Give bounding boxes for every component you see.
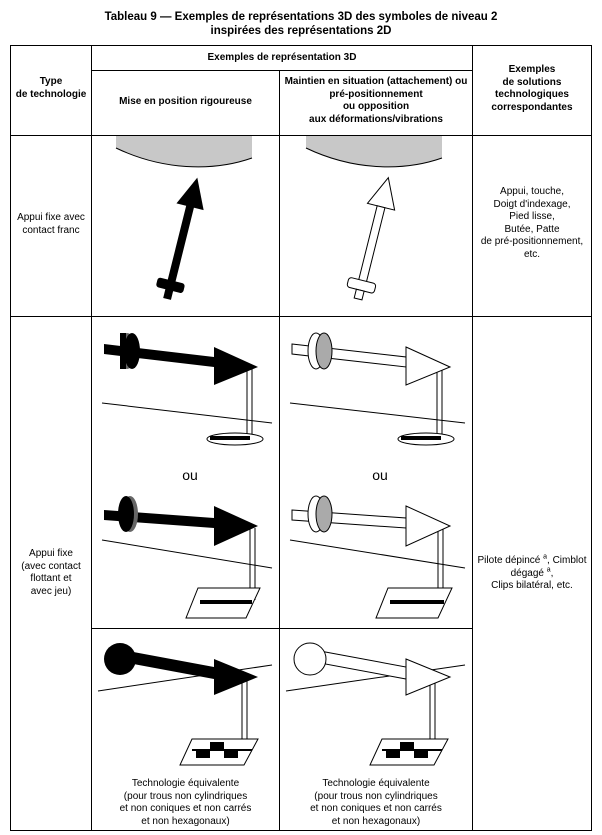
table-title-line2: inspirées des représentations 2D (210, 25, 392, 37)
equiv-right-line3: et non coniques et non carrés (310, 803, 442, 814)
header-solutions-line1: Exemples (508, 64, 556, 75)
header-solutions-line4: correspondantes (491, 101, 573, 113)
row1-solutions: Appui, touche, Doigt d'indexage, Pied li… (473, 186, 591, 261)
row2-type: Appui fixe (avec contact flottant et ave… (12, 548, 90, 598)
row2-sol-line1: Pilote dépincé a, Cimblot (473, 553, 591, 568)
header-col-maintain-line4: aux déformations/vibrations (309, 113, 443, 125)
fig-pin-hollow-1 (289, 332, 466, 446)
header-type-line1: Type (39, 76, 63, 87)
row1-sol-line4: Butée, Patte (504, 223, 560, 235)
row2-type-line1: Appui fixe (29, 548, 73, 559)
fig-pin-hollow-2 (289, 495, 466, 619)
row1-sol-line1: Appui, touche, (500, 186, 564, 197)
fig-support-solid (115, 136, 253, 300)
header-type-line2: de technologie (15, 88, 87, 100)
header-col-maintain-line3: ou opposition (342, 101, 410, 112)
table-title: Tableau 9 — Exemples de représentations … (0, 10, 602, 38)
equiv-left-line3: et non coniques et non carrés (119, 803, 252, 814)
fig-pin-solid-2 (101, 496, 273, 619)
header-examples-3d: Exemples de représentation 3D (207, 52, 357, 63)
row1-sol-line6: etc. (523, 248, 541, 260)
row2-sol-line1a: Pilote dépincé (477, 555, 544, 566)
table-title-line1: Tableau 9 — Exemples de représentations … (104, 11, 498, 23)
fig-pin-solid-1 (101, 333, 273, 446)
equiv-left-line2: (pour trous non cylindriques (123, 790, 248, 802)
row1-type: Appui fixe avec contact franc (12, 212, 90, 237)
equiv-right-line1: Technologie équivalente (322, 778, 430, 789)
equiv-right-line4: et non hexagonaux) (331, 815, 421, 827)
row2-type-line4: avec jeu) (30, 585, 72, 597)
row1-sol-line2: Doigt d'indexage, (493, 198, 571, 210)
fig-ball-hollow (285, 642, 466, 766)
row1-sol-line3: Pied lisse, (509, 211, 555, 222)
equiv-left-line1: Technologie équivalente (131, 778, 240, 789)
row2-sol-line2: dégagé a, (510, 566, 554, 579)
fig-support-hollow (305, 136, 443, 301)
row2-sol-line1b: , Cimblot (547, 555, 587, 566)
header-col-maintain-line2: pré-positionnement (329, 88, 423, 100)
footnote-marker: a (543, 553, 548, 561)
equiv-left-line4: et non hexagonaux) (141, 815, 230, 827)
equiv-left: Technologie équivalente (pour trous non … (92, 778, 279, 828)
row2-type-line2: (avec contact (21, 560, 81, 572)
header-col-rigorous: Mise en position rigoureuse (119, 96, 252, 107)
header-type: Type de technologie (12, 76, 90, 101)
footnote-marker: a (546, 566, 551, 574)
row2-type-line3: flottant et (30, 573, 72, 584)
ou-label-right: ou (372, 467, 388, 483)
header-col-maintain-line1: Maintien en situation (attachement) ou (284, 76, 468, 87)
header-col-maintain: Maintien en situation (attachement) ou p… (280, 76, 472, 126)
fig-ball-solid (97, 643, 273, 766)
header-solutions-line3: technologiques (495, 89, 569, 100)
row2-solutions: Pilote dépincé a, Cimblot dégagé a, Clip… (473, 553, 591, 593)
equiv-right: Technologie équivalente (pour trous non … (280, 778, 472, 828)
row1-type-line2: contact franc (22, 224, 80, 236)
row2-sol-line2a: dégagé (510, 567, 547, 579)
equiv-right-line2: (pour trous non cylindriques (314, 790, 438, 802)
row1-type-line1: Appui fixe avec (17, 212, 85, 223)
row1-sol-line5: de pré-positionnement, (480, 236, 584, 247)
row2-sol-line3: Clips bilatéral, etc. (491, 580, 573, 591)
header-solutions-line2: de solutions (502, 76, 562, 88)
header-solutions: Exemples de solutions technologiques cor… (473, 64, 591, 114)
ou-label-left: ou (182, 467, 198, 483)
